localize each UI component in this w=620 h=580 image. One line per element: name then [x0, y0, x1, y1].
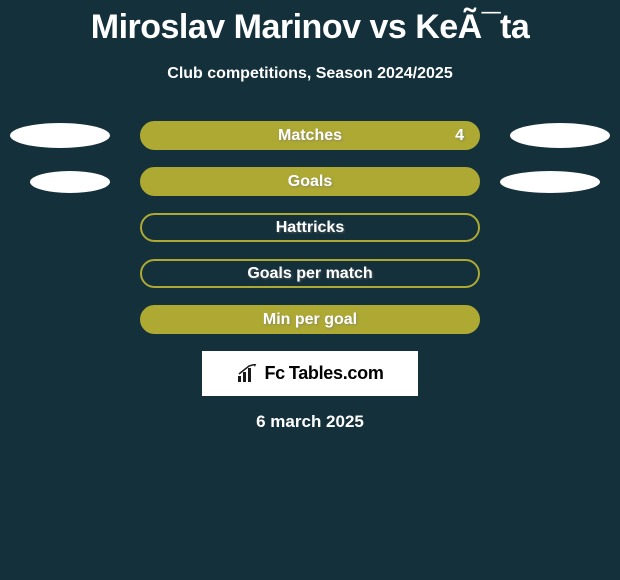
logo-tables: Tables.com — [289, 363, 384, 384]
date-text: 6 march 2025 — [0, 412, 620, 432]
bar-label-goals: Goals — [288, 173, 332, 191]
page-title: Miroslav Marinov vs KeÃ¯ta — [0, 0, 620, 47]
bar-matches: Matches 4 — [140, 121, 480, 150]
bar-label-mpg: Min per goal — [263, 311, 357, 329]
row-matches: Matches 4 — [0, 121, 620, 150]
row-gpm: Goals per match — [0, 259, 620, 288]
logo-fc: Fc — [264, 363, 284, 384]
right-ellipse-matches — [510, 123, 610, 148]
bar-label-matches: Matches — [278, 127, 342, 145]
bar-mpg: Min per goal — [140, 305, 480, 334]
left-ellipse-goals — [30, 171, 110, 193]
bar-label-hattricks: Hattricks — [276, 219, 344, 237]
bar-value-matches: 4 — [455, 127, 464, 145]
logo-box: FcTables.com — [202, 351, 418, 396]
left-ellipse-matches — [10, 123, 110, 148]
row-mpg: Min per goal — [0, 305, 620, 334]
right-ellipse-goals — [500, 171, 600, 193]
bar-goals: Goals — [140, 167, 480, 196]
bar-hattricks: Hattricks — [140, 213, 480, 242]
chart-icon — [236, 364, 260, 384]
bar-label-gpm: Goals per match — [247, 265, 372, 283]
row-hattricks: Hattricks — [0, 213, 620, 242]
subtitle: Club competitions, Season 2024/2025 — [0, 65, 620, 83]
infographic-container: Miroslav Marinov vs KeÃ¯ta Club competit… — [0, 0, 620, 580]
row-goals: Goals — [0, 167, 620, 196]
bar-gpm: Goals per match — [140, 259, 480, 288]
comparison-rows: Matches 4 Goals Hattricks Goals per matc… — [0, 121, 620, 334]
